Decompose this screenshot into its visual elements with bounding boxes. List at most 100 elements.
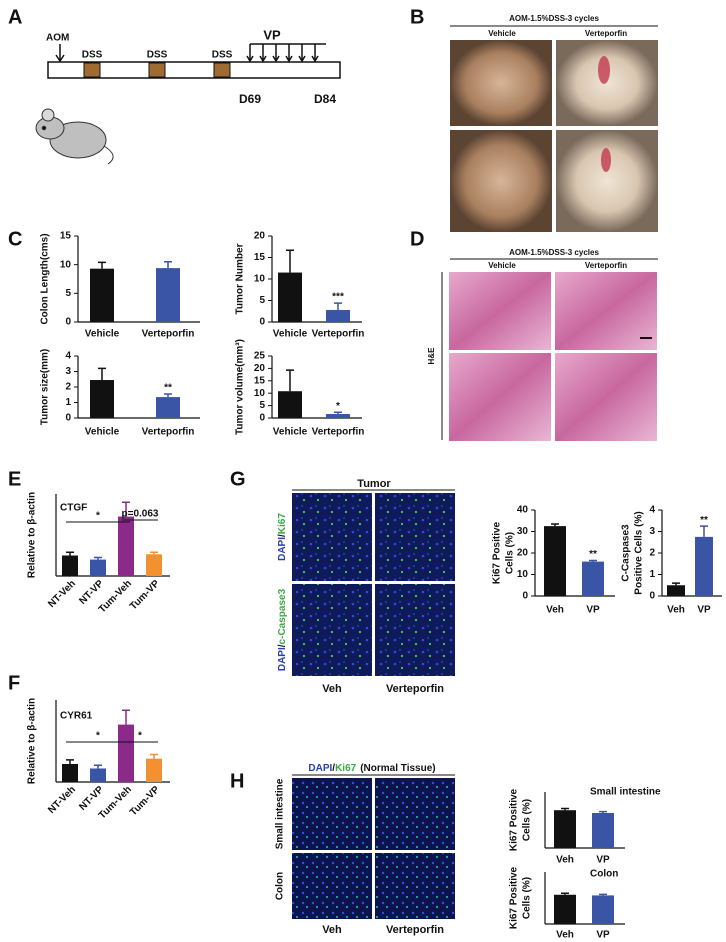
column-label: Verteporfin: [386, 924, 444, 936]
photo-detail: [601, 148, 611, 172]
y-tick-label: 20: [254, 363, 266, 374]
label-part: DAPI: [308, 763, 332, 774]
bar: [62, 555, 78, 576]
y-tick-label: 3: [65, 366, 71, 377]
y-tick-label: 2: [65, 382, 71, 393]
y-tick-label: 3: [649, 526, 655, 537]
label: DSS: [82, 50, 103, 61]
bar: [582, 561, 604, 596]
label-part: /: [277, 534, 288, 537]
y-tick-label: 2: [649, 548, 655, 559]
dss-block: [148, 62, 166, 78]
bar: [554, 810, 576, 848]
bar: [146, 758, 162, 782]
error-bar: [150, 551, 158, 555]
significance-label: **: [164, 383, 172, 394]
x-tick-label: NT-Veh: [46, 578, 78, 610]
y-axis-label: Tumor volume(mm³): [235, 339, 246, 435]
label-part: Ki67: [335, 763, 357, 774]
x-tick-label: Veh: [546, 605, 564, 616]
x-tick-label: NT-Veh: [46, 784, 78, 816]
error-bar: [66, 759, 74, 764]
y-axis-label: Relative to β-actin: [27, 698, 38, 784]
bar: [592, 895, 614, 924]
column-label: Verteporfin: [386, 683, 444, 695]
y-axis-label: Positive Cells (%): [634, 511, 645, 594]
error-bar: [334, 411, 342, 415]
error-bar: [561, 807, 569, 811]
x-tick-label: Veh: [556, 930, 574, 941]
column-label: Veh: [322, 924, 342, 936]
y-tick-label: 5: [259, 295, 265, 306]
photo: [292, 493, 372, 581]
bar: [90, 559, 106, 576]
error-bar: [589, 559, 597, 562]
bar: [278, 272, 302, 322]
y-axis-label: Cells (%): [522, 799, 533, 841]
panel-title: Tumor: [357, 478, 391, 490]
x-tick-label: Verteporfin: [312, 329, 365, 340]
dss-block: [213, 62, 231, 78]
x-tick-label: Vehicle: [273, 329, 308, 340]
label: D84: [314, 92, 336, 106]
y-tick-label: 20: [517, 548, 529, 559]
y-tick-label: 10: [517, 569, 529, 580]
row-label: H&E: [427, 347, 436, 365]
x-tick-label: Tum-VP: [128, 784, 162, 818]
chart-title: Colon: [590, 869, 618, 880]
label: DSS: [212, 50, 233, 61]
bar: [695, 536, 713, 596]
y-axis-label: Cells (%): [522, 877, 533, 919]
significance-label: **: [589, 549, 597, 560]
photo: [375, 778, 455, 850]
label: AOM: [46, 33, 69, 44]
y-tick-label: 5: [65, 288, 71, 299]
x-tick-label: Vehicle: [85, 427, 120, 438]
x-tick-label: VP: [697, 605, 711, 616]
y-tick-label: 25: [254, 351, 266, 362]
column-label: Vehicle: [488, 29, 516, 38]
panel-letter: E: [8, 468, 21, 490]
significance-label: *: [138, 731, 142, 742]
panel-letter: H: [230, 770, 244, 792]
row-label: Colon: [275, 872, 286, 900]
panel-letter: B: [410, 6, 424, 28]
bar: [90, 768, 106, 782]
significance-label: ***: [332, 292, 344, 303]
photo: [375, 584, 455, 676]
x-tick-label: Verteporfin: [142, 329, 195, 340]
y-tick-label: 30: [517, 526, 529, 537]
x-tick-label: Verteporfin: [312, 427, 365, 438]
bar: [156, 397, 180, 418]
column-label: Verteporfin: [585, 261, 627, 270]
row-label: Small intestine: [275, 778, 286, 849]
column-label: Vehicle: [488, 261, 516, 270]
y-tick-label: 0: [259, 317, 265, 328]
y-tick-label: 1: [649, 569, 655, 580]
error-bar: [98, 261, 106, 269]
y-axis-label: Ki67 Positive: [492, 521, 503, 584]
y-tick-label: 10: [60, 259, 72, 270]
error-bar: [164, 261, 172, 269]
x-tick-label: Vehicle: [85, 329, 120, 340]
bar: [554, 894, 576, 924]
column-label: Veh: [322, 683, 342, 695]
panel-letter: D: [410, 228, 424, 250]
x-tick-label: Vehicle: [273, 427, 308, 438]
y-tick-label: 0: [65, 413, 71, 424]
bar: [667, 585, 685, 596]
bar: [118, 516, 134, 576]
y-tick-label: 40: [517, 505, 529, 516]
x-tick-label: VP: [596, 855, 610, 866]
error-bar: [98, 367, 106, 381]
x-tick-label: VP: [586, 605, 600, 616]
error-bar: [551, 523, 559, 527]
y-tick-label: 0: [522, 591, 528, 602]
y-tick-label: 4: [65, 351, 71, 362]
photo: [375, 853, 455, 919]
x-tick-label: Veh: [556, 855, 574, 866]
panel-title: AOM-1.5%DSS-3 cycles: [509, 14, 599, 23]
panel-letter: G: [230, 468, 246, 490]
y-axis-label: C-Caspase3: [621, 524, 632, 582]
